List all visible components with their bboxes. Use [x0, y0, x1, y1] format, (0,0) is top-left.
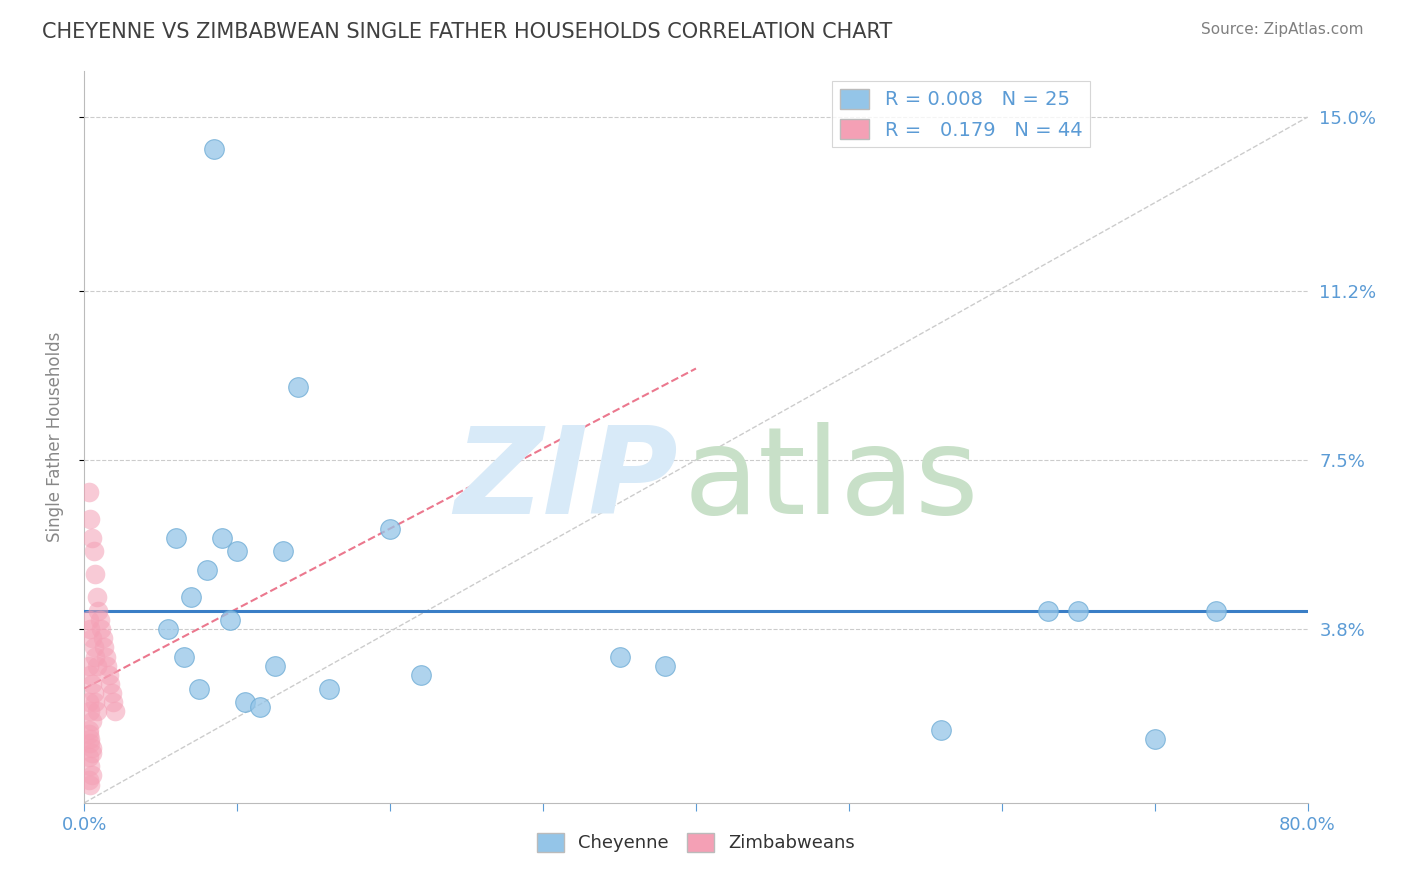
Point	[97, 667, 120, 681]
Point	[271, 544, 294, 558]
Point	[157, 622, 180, 636]
Point	[101, 686, 124, 700]
Y-axis label: Single Father Households: Single Father Households	[45, 332, 63, 542]
Point	[84, 567, 107, 582]
Point	[79, 512, 101, 526]
Point	[409, 667, 432, 681]
Text: Source: ZipAtlas.com: Source: ZipAtlas.com	[1201, 22, 1364, 37]
Point	[188, 681, 211, 696]
Point	[84, 695, 107, 709]
Point	[83, 640, 105, 655]
Point	[287, 380, 309, 394]
Point	[77, 750, 100, 764]
Point	[80, 677, 103, 691]
Point	[77, 727, 100, 741]
Text: atlas: atlas	[683, 423, 980, 540]
Point	[83, 686, 105, 700]
Point	[165, 531, 187, 545]
Text: CHEYENNE VS ZIMBABWEAN SINGLE FATHER HOUSEHOLDS CORRELATION CHART: CHEYENNE VS ZIMBABWEAN SINGLE FATHER HOU…	[42, 22, 893, 42]
Point	[80, 740, 103, 755]
Point	[79, 622, 101, 636]
Point	[233, 695, 256, 709]
Point	[96, 658, 118, 673]
Point	[86, 590, 108, 604]
Point	[1036, 604, 1059, 618]
Point	[218, 613, 240, 627]
Legend: Cheyenne, Zimbabweans: Cheyenne, Zimbabweans	[530, 826, 862, 860]
Point	[80, 531, 103, 545]
Point	[211, 531, 233, 545]
Point	[77, 695, 100, 709]
Point	[83, 544, 105, 558]
Point	[79, 736, 101, 750]
Point	[1143, 731, 1166, 746]
Point	[180, 590, 202, 604]
Point	[93, 640, 115, 655]
Point	[318, 681, 340, 696]
Point	[86, 705, 108, 719]
Point	[264, 658, 287, 673]
Point	[79, 667, 101, 681]
Point	[77, 658, 100, 673]
Point	[380, 521, 402, 535]
Point	[77, 613, 100, 627]
Point	[202, 142, 225, 156]
Point	[1205, 604, 1227, 618]
Point	[87, 604, 110, 618]
Point	[94, 649, 117, 664]
Point	[80, 768, 103, 782]
Point	[173, 649, 195, 664]
Point	[103, 695, 125, 709]
Point	[98, 677, 121, 691]
Point	[249, 699, 271, 714]
Point	[84, 649, 107, 664]
Point	[77, 772, 100, 787]
Point	[80, 632, 103, 646]
Point	[79, 778, 101, 792]
Point	[226, 544, 249, 558]
Point	[929, 723, 952, 737]
Point	[79, 759, 101, 773]
Point	[77, 485, 100, 500]
Point	[91, 632, 114, 646]
Point	[79, 731, 101, 746]
Point	[80, 714, 103, 728]
Point	[104, 705, 127, 719]
Point	[1067, 604, 1090, 618]
Point	[609, 649, 631, 664]
Point	[86, 658, 108, 673]
Point	[77, 723, 100, 737]
Point	[80, 746, 103, 760]
Text: ZIP: ZIP	[454, 423, 678, 540]
Point	[90, 622, 112, 636]
Point	[79, 705, 101, 719]
Point	[89, 613, 111, 627]
Point	[195, 563, 218, 577]
Point	[654, 658, 676, 673]
